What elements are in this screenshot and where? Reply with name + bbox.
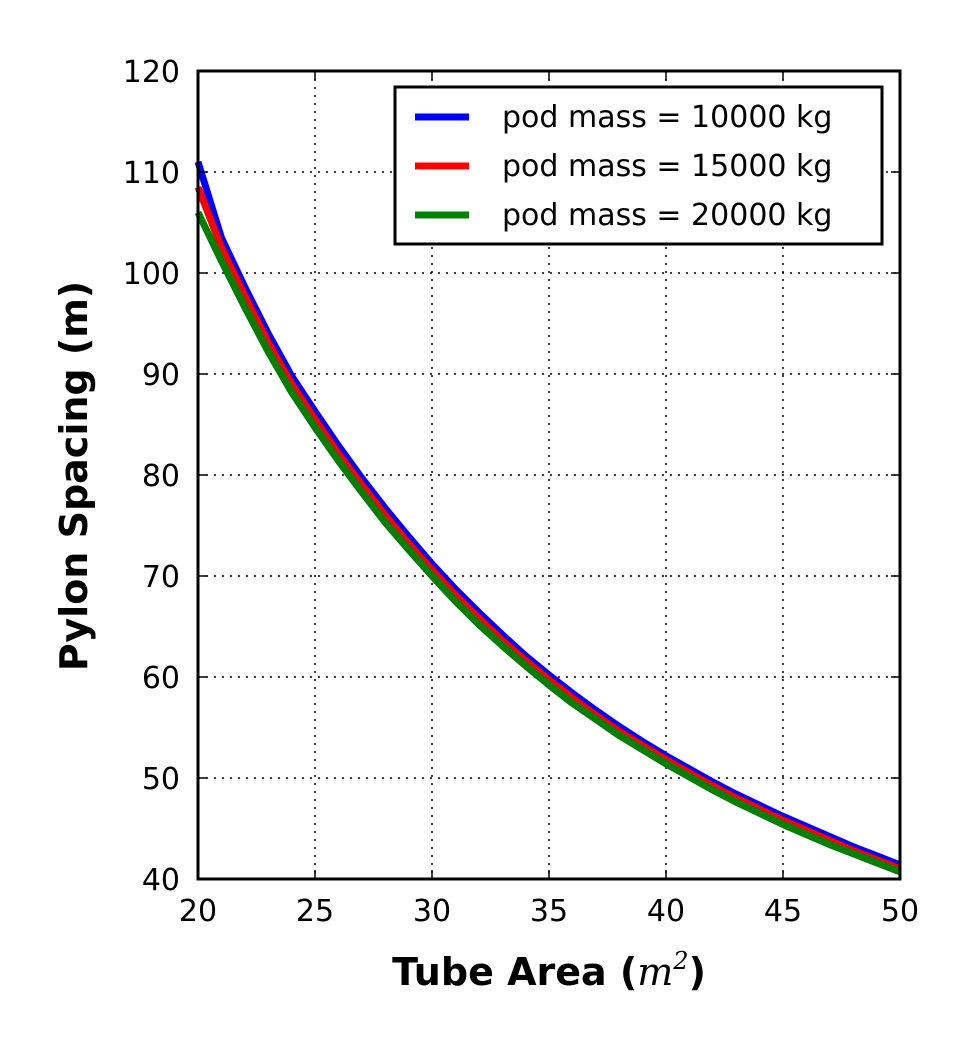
x-tick-label: 20 [179, 894, 217, 929]
x-axis-title-prefix: Tube Area ( [392, 950, 637, 994]
y-tick-label: 90 [142, 358, 180, 393]
y-axis-title: Pylon Spacing (m) [52, 281, 96, 671]
series-layer [194, 160, 902, 876]
x-axis-title-math: m [637, 950, 673, 994]
x-tick-label: 30 [413, 894, 451, 929]
x-tick-label: 50 [881, 894, 919, 929]
legend-label: pod mass = 15000 kg [502, 149, 832, 184]
y-tick-label: 50 [142, 762, 180, 797]
legend-box [393, 85, 884, 246]
y-tick-label: 60 [142, 661, 180, 696]
y-tick-label: 40 [142, 863, 180, 898]
x-axis-title: Tube Area (m2) [392, 947, 706, 994]
series-line-2 [194, 185, 902, 873]
x-tick-label: 25 [296, 894, 334, 929]
series-line-3 [194, 210, 902, 876]
y-tick-label: 100 [123, 257, 180, 292]
series-line-1 [194, 160, 902, 869]
y-tick-label: 120 [123, 55, 180, 90]
y-tick-label: 110 [123, 156, 180, 191]
legend-label: pod mass = 20000 kg [502, 198, 832, 233]
tick-layer: 20 25 30 35 40 45 50 40 50 60 70 80 90 100 110 120 [123, 55, 919, 929]
x-tick-label: 35 [530, 894, 568, 929]
x-axis-title-superscript: 2 [672, 947, 688, 975]
legend: pod mass = 10000 kg pod mass = 15000 kg po… [393, 85, 884, 246]
x-tick-label: 40 [647, 894, 685, 929]
y-tick-label: 80 [142, 459, 180, 494]
x-axis-title-suffix: ) [689, 950, 706, 994]
x-tick-label: 45 [764, 894, 802, 929]
y-tick-label: 70 [142, 560, 180, 595]
legend-label: pod mass = 10000 kg [502, 100, 832, 135]
